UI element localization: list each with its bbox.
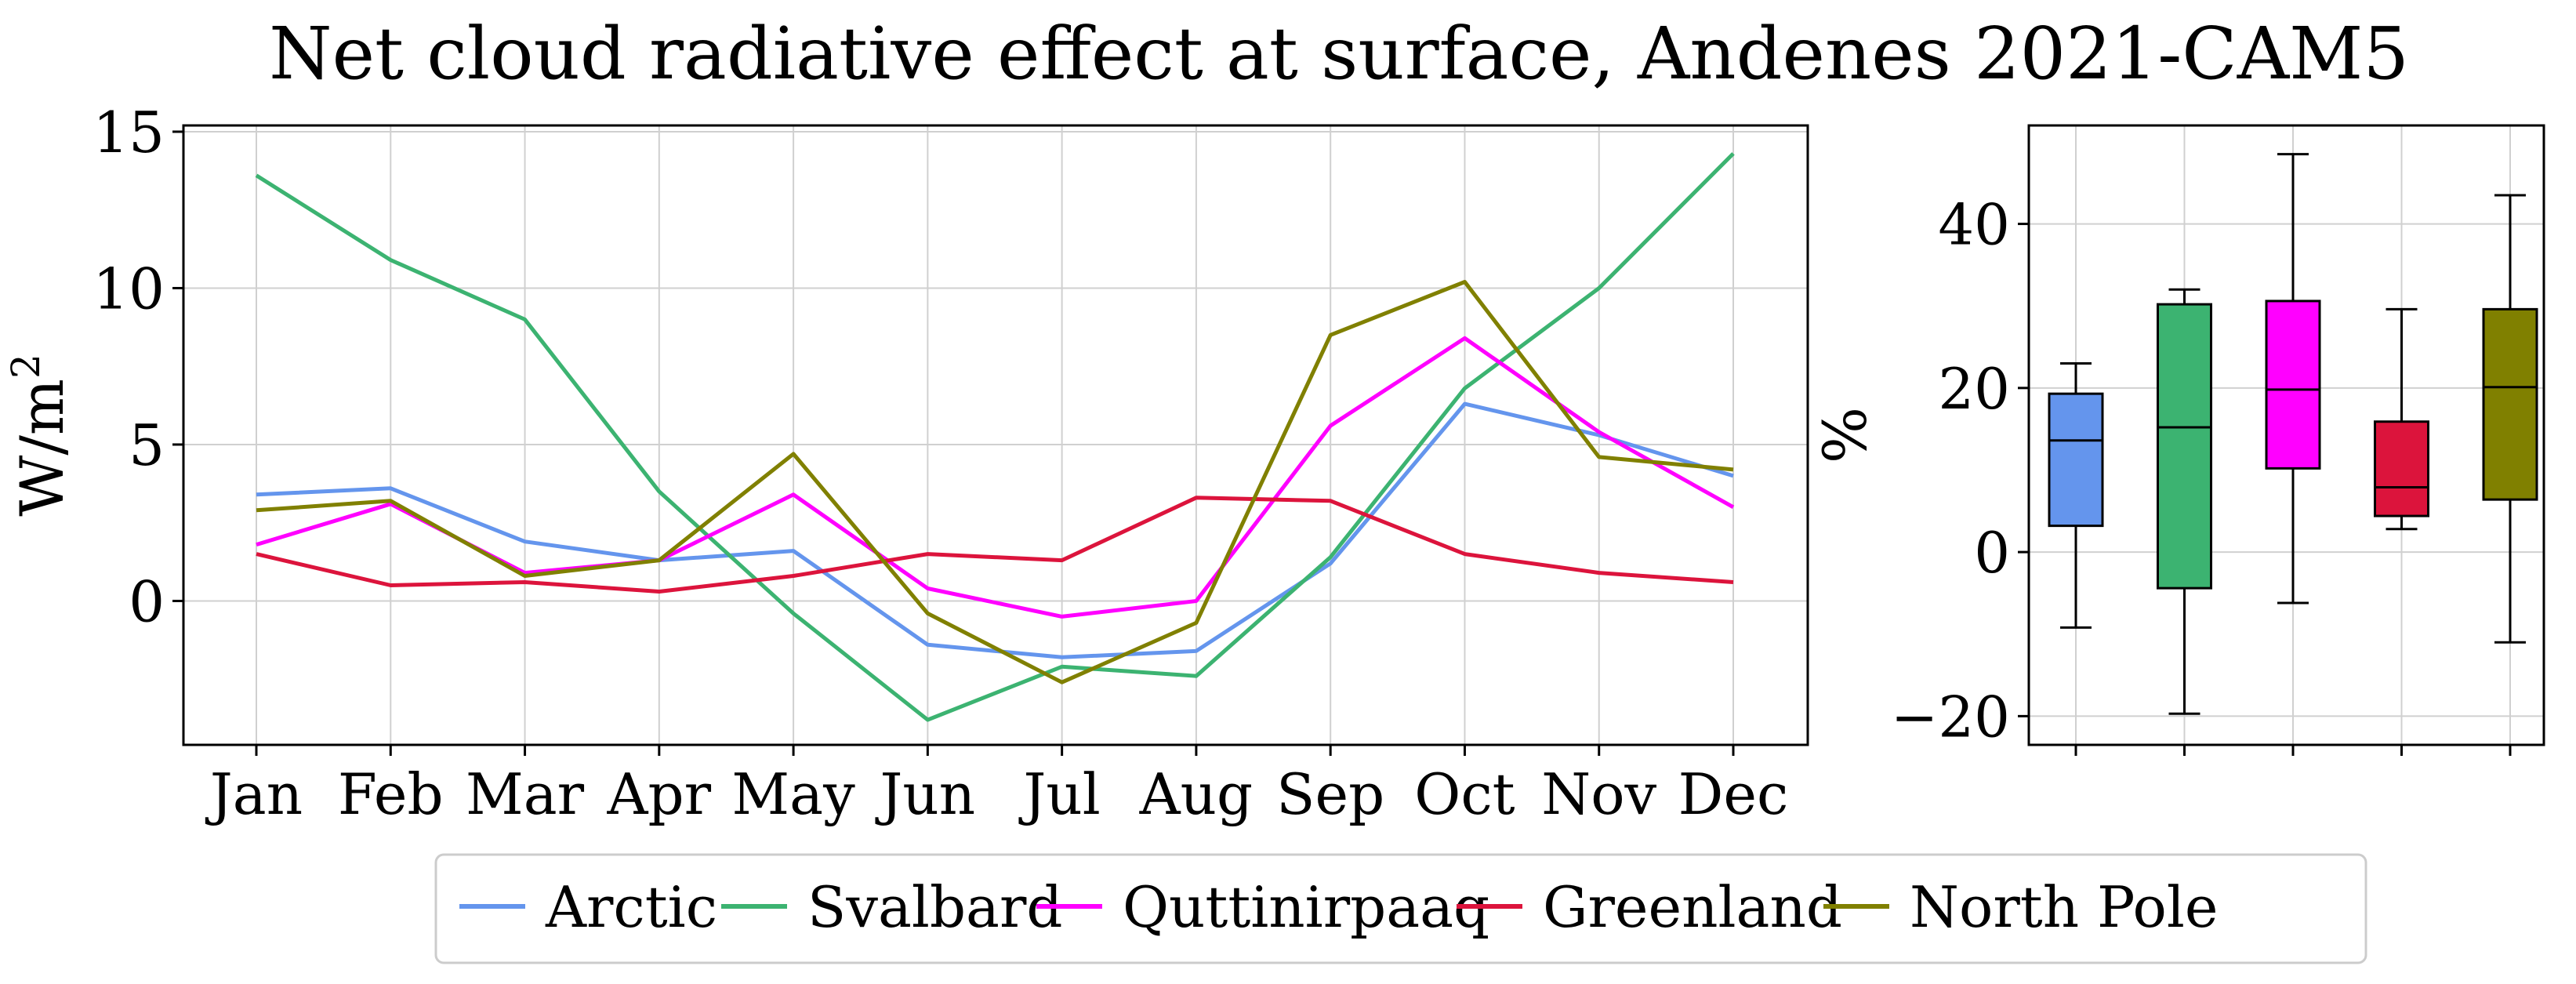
box-body (2374, 420, 2429, 517)
legend-item-greenland: Greenland (1457, 874, 1842, 940)
box-quttinirpaaq (2265, 153, 2321, 605)
x-tick-label: Jul (1018, 761, 1101, 827)
x-tick-label: Sep (1276, 761, 1384, 827)
box-greenland (2374, 307, 2429, 531)
legend-label: North Pole (1910, 874, 2218, 940)
x-tick-label: Jun (875, 761, 976, 827)
series-line-north-pole (256, 280, 1734, 684)
chart-title: Net cloud radiative effect at surface, A… (269, 12, 2409, 96)
x-tick-label: Dec (1678, 761, 1789, 827)
y-axis-label-percent: % (1810, 407, 1880, 463)
legend-label: Svalbard (807, 874, 1062, 940)
box-body (2048, 392, 2104, 528)
x-tick-label: Oct (1414, 761, 1515, 827)
series-line-svalbard (255, 152, 1735, 722)
box-north-pole (2482, 194, 2538, 644)
y-tick-label: 15 (93, 100, 165, 165)
legend-box (434, 853, 2367, 964)
legend-item-svalbard: Svalbard (721, 874, 1062, 940)
legend-label: Greenland (1543, 874, 1842, 940)
box-plot-panel: −20 0 20 40% (1810, 124, 2545, 756)
box-arctic (2048, 361, 2104, 629)
x-tick-label: Feb (338, 761, 444, 827)
x-tick-label: Apr (607, 761, 712, 827)
y-axis-label: W/m2 (3, 354, 77, 517)
line-chart-panel: 0 5 10 15 Jan Feb Mar Apr May Jun Jul Aug Sep Oct Nov D… (3, 100, 1809, 827)
legend-item-north-pole: North Pole (1823, 874, 2218, 940)
legend-item-arctic: Arctic (459, 874, 717, 940)
series-line-quttinirpaaq (256, 336, 1735, 619)
box-body (2157, 303, 2212, 590)
y-tick-label: −20 (1891, 684, 2010, 750)
x-tick-label: Jan (205, 761, 303, 827)
series-line-arctic (256, 401, 1734, 659)
box-body (2482, 307, 2538, 501)
y-tick-label: 0 (129, 568, 165, 634)
legend: Arctic Svalbard Quttinirpaaq Greenland North… (434, 853, 2367, 964)
y-tick-label: 10 (93, 256, 165, 321)
y-tick-label: 5 (129, 412, 165, 478)
legend-label: Quttinirpaaq (1123, 874, 1489, 940)
line-plot-frame (182, 124, 1809, 746)
box-body (2265, 300, 2321, 470)
box-svalbard (2157, 288, 2212, 715)
y-tick-label: 20 (1938, 356, 2010, 422)
box-plot-frame (2027, 124, 2545, 746)
legend-item-quttinirpaaq: Quttinirpaaq (1036, 874, 1489, 940)
x-tick-label: Nov (1541, 761, 1656, 827)
x-tick-label: May (731, 761, 855, 827)
x-tick-label: Aug (1139, 761, 1253, 827)
y-tick-label: 40 (1938, 192, 2010, 258)
x-tick-label: Mar (466, 761, 585, 827)
series-line-greenland (256, 496, 1734, 594)
y-tick-label: 0 (1974, 520, 2010, 586)
legend-label: Arctic (545, 874, 717, 940)
